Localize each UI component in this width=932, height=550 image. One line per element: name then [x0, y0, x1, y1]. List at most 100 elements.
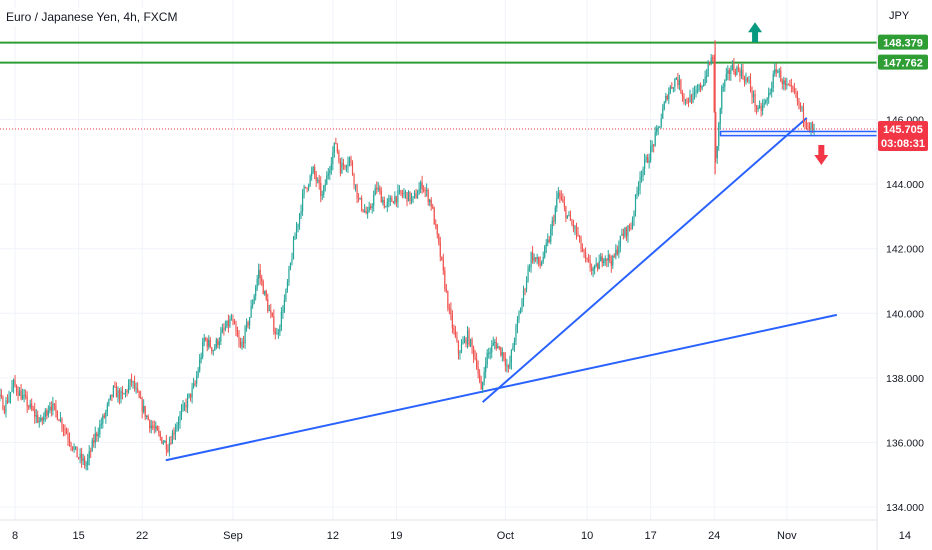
candle-down [206, 339, 208, 347]
candle-up [87, 458, 89, 466]
candle-down [539, 263, 541, 266]
candle-down [802, 107, 805, 122]
candle-up [106, 404, 108, 412]
candle-down [754, 94, 756, 107]
candle-up [388, 199, 390, 203]
candle-down [653, 144, 655, 146]
candle-down [436, 224, 438, 235]
candle-up [469, 339, 472, 346]
candle-up [354, 184, 357, 186]
candle-down [265, 291, 267, 300]
candle-up [333, 142, 335, 153]
candle-down [532, 252, 534, 261]
candle-up [12, 379, 15, 387]
candle-up [197, 370, 199, 377]
candle-up [706, 75, 708, 77]
candle-up [668, 92, 670, 100]
candle-down [261, 277, 263, 282]
candle-down [610, 260, 612, 266]
candle-up [312, 167, 314, 172]
candle-down [474, 356, 476, 359]
candle-up [40, 418, 42, 421]
candle-up [595, 263, 597, 267]
price-scale[interactable] [877, 0, 932, 550]
candle-up [594, 266, 596, 269]
candle-up [603, 260, 605, 264]
arrow-up-icon[interactable] [748, 22, 763, 43]
candle-up [506, 365, 508, 367]
arrow-down-icon[interactable] [814, 145, 829, 166]
candle-up [707, 62, 709, 76]
price-tick-label: 136.000 [886, 437, 924, 449]
time-scale[interactable] [0, 520, 877, 550]
candle-down [415, 193, 417, 199]
candle-down [433, 208, 435, 225]
candle-up [52, 403, 54, 411]
trend-line[interactable] [482, 117, 808, 403]
current-price-badge-countdown: 03:08:31 [881, 138, 925, 150]
candle-up [637, 187, 640, 191]
candle-up [364, 210, 366, 212]
candle-up [643, 159, 646, 169]
candle-down [472, 347, 475, 357]
candle-up [258, 269, 260, 279]
candle-up [556, 197, 558, 208]
candle-down [379, 187, 381, 191]
candle-down [247, 322, 249, 326]
candle-up [512, 346, 514, 351]
candle-down [699, 84, 702, 89]
candle-up [426, 190, 428, 192]
candle-down [799, 102, 802, 109]
drawings-overlay[interactable] [719, 22, 893, 166]
chart-title: Euro / Japanese Yen, 4h, FXCM [6, 10, 177, 24]
candle-down [680, 80, 682, 93]
candle-up [127, 385, 130, 393]
candle-down [586, 258, 588, 260]
candle-up [759, 106, 761, 108]
candle-down [339, 160, 342, 174]
candle-down [306, 187, 308, 189]
candle-up [813, 129, 815, 131]
candle-up [721, 86, 723, 109]
candle-up [404, 192, 407, 194]
candle-down [46, 410, 48, 416]
candle-up [220, 332, 222, 342]
candle-up [276, 333, 278, 335]
candle-up [283, 299, 286, 312]
candle-up [710, 57, 712, 64]
candle-down [535, 257, 537, 260]
time-tick-label: 22 [136, 530, 148, 542]
candle-up [615, 249, 617, 257]
candle-down [14, 379, 16, 386]
candle-down [121, 391, 124, 395]
candle-down [270, 310, 272, 313]
candle-up [22, 395, 24, 400]
candle-up [648, 160, 650, 163]
candle-up [347, 163, 349, 167]
trend-line[interactable] [165, 313, 837, 462]
candle-down [81, 453, 83, 461]
candle-down [314, 167, 316, 175]
candle-down [687, 101, 690, 103]
candle-up [719, 108, 721, 124]
candle-up [386, 202, 388, 207]
candle-down [58, 419, 60, 422]
candle-down [734, 72, 736, 76]
candle-down [709, 62, 711, 64]
candle-up [309, 175, 311, 186]
candle-up [740, 69, 743, 77]
candle-up [11, 386, 13, 393]
candle-down [259, 269, 261, 278]
candle-down [351, 162, 354, 175]
candle-down [733, 64, 735, 73]
candle-up [633, 212, 635, 220]
candle-down [68, 439, 71, 444]
candle-up [492, 342, 494, 346]
candle-up [321, 194, 323, 196]
support-zone[interactable] [719, 130, 893, 137]
candle-up [654, 132, 656, 146]
candle-down [93, 440, 95, 443]
candle-down [55, 404, 57, 412]
candle-down [749, 80, 752, 90]
